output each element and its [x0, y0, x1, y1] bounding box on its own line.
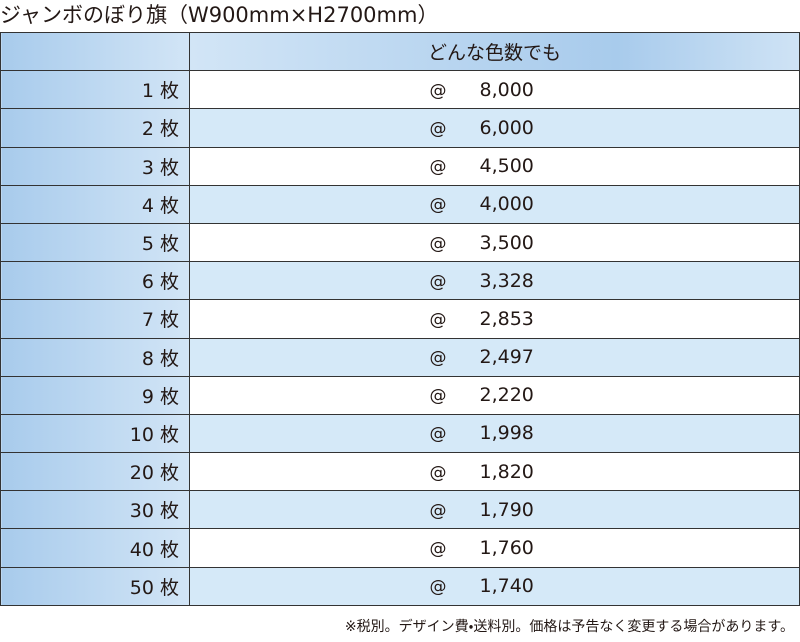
table-row: 50 枚 @1,740 [0, 566, 800, 606]
quantity-cell: 30 枚 [0, 490, 190, 530]
price-cell: @8,000 [189, 70, 800, 110]
page-title: ジャンボのぼり旗（W900mm×H2700mm） [0, 3, 439, 27]
quantity-cell: 1 枚 [0, 70, 190, 110]
unit-price: 1,790 [479, 498, 534, 521]
at-mark: @ [429, 539, 447, 560]
unit-price: 2,853 [479, 307, 534, 330]
unit-price: 1,998 [479, 422, 534, 445]
at-mark: @ [429, 118, 447, 139]
at-mark: @ [429, 577, 447, 598]
at-mark: @ [429, 271, 447, 292]
price-cell: @1,740 [189, 566, 800, 606]
table-row: 7 枚 @2,853 [0, 299, 800, 339]
at-mark: @ [429, 386, 447, 407]
quantity-cell: 2 枚 [0, 108, 190, 148]
price-cell: @1,790 [189, 490, 800, 530]
unit-price: 6,000 [479, 116, 534, 139]
quantity-cell: 3 枚 [0, 146, 190, 186]
quantity-cell: 9 枚 [0, 375, 190, 415]
quantity-cell: 5 枚 [0, 222, 190, 263]
price-cell: @6,000 [189, 108, 800, 148]
at-mark: @ [429, 500, 447, 521]
price-table: どんな色数でも 1 枚 @8,000 2 枚 @6,000 3 枚 @4,500 4 枚 @4… [0, 31, 800, 606]
table-row: 9 枚 @2,220 [0, 375, 800, 415]
price-cell: @1,760 [189, 528, 800, 568]
header-row: どんな色数でも [0, 31, 800, 72]
price-cell: @1,820 [189, 452, 800, 492]
price-cell: @2,497 [189, 337, 800, 377]
unit-price: 1,820 [479, 460, 534, 483]
price-cell: @1,998 [189, 413, 800, 454]
at-mark: @ [429, 462, 447, 483]
unit-price: 2,220 [479, 384, 534, 407]
unit-price: 3,500 [479, 231, 534, 254]
at-mark: @ [429, 80, 447, 101]
table-row: 2 枚 @6,000 [0, 108, 800, 148]
quantity-cell: 4 枚 [0, 184, 190, 224]
quantity-cell: 7 枚 [0, 299, 190, 339]
unit-price: 4,000 [479, 193, 534, 216]
price-cell: @2,853 [189, 299, 800, 339]
price-cell: @4,500 [189, 146, 800, 186]
table-row: 5 枚 @3,500 [0, 222, 800, 263]
price-cell: @4,000 [189, 184, 800, 224]
table-row: 8 枚 @2,497 [0, 337, 800, 377]
at-mark: @ [429, 157, 447, 178]
quantity-cell: 50 枚 [0, 566, 190, 606]
unit-price: 8,000 [479, 78, 534, 101]
price-cell: @2,220 [189, 375, 800, 415]
table-body: 1 枚 @8,000 2 枚 @6,000 3 枚 @4,500 4 枚 @4,000 5 枚 @… [0, 70, 800, 606]
at-mark: @ [429, 195, 447, 216]
quantity-cell: 8 枚 [0, 337, 190, 377]
at-mark: @ [429, 309, 447, 330]
at-mark: @ [429, 233, 447, 254]
quantity-cell: 20 枚 [0, 452, 190, 492]
table-row: 6 枚 @3,328 [0, 261, 800, 301]
table-row: 40 枚 @1,760 [0, 528, 800, 568]
table-row: 1 枚 @8,000 [0, 70, 800, 110]
price-cell: @3,328 [189, 261, 800, 301]
quantity-cell: 10 枚 [0, 413, 190, 454]
table-row: 3 枚 @4,500 [0, 146, 800, 186]
column-header: どんな色数でも [189, 31, 800, 72]
unit-price: 1,740 [479, 575, 534, 598]
quantity-cell: 40 枚 [0, 528, 190, 568]
price-cell: @3,500 [189, 222, 800, 263]
unit-price: 1,760 [479, 537, 534, 560]
unit-price: 3,328 [479, 269, 534, 292]
table-row: 30 枚 @1,790 [0, 490, 800, 530]
at-mark: @ [429, 424, 447, 445]
table-row: 20 枚 @1,820 [0, 452, 800, 492]
corner-cell [0, 31, 190, 72]
unit-price: 4,500 [479, 155, 534, 178]
quantity-cell: 6 枚 [0, 261, 190, 301]
footnote: ※税別。デザイン費・送料別。価格は予告なく変更する場合があります。 [344, 619, 794, 635]
at-mark: @ [429, 348, 447, 369]
table-row: 10 枚 @1,998 [0, 413, 800, 454]
table-row: 4 枚 @4,000 [0, 184, 800, 224]
table-head: どんな色数でも [0, 31, 800, 72]
unit-price: 2,497 [479, 346, 534, 369]
